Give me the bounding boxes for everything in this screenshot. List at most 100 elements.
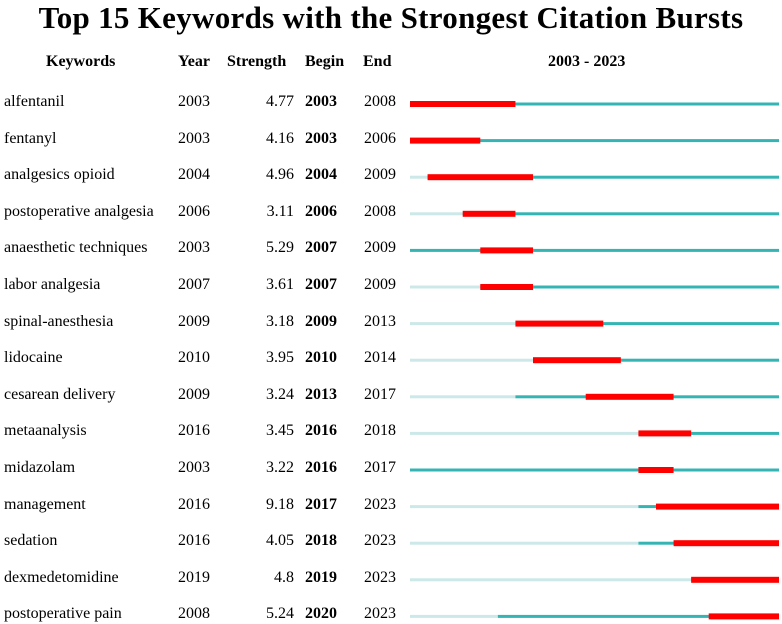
- table-row: fentanyl 2003 4.16 2003 2006: [0, 129, 410, 149]
- strength-cell: 4.96: [266, 166, 294, 184]
- burst-row: [410, 137, 779, 144]
- end-cell: 2023: [364, 532, 396, 550]
- strength-cell: 3.22: [266, 459, 294, 476]
- end-cell: 2009: [364, 276, 396, 293]
- inactive-segment: [410, 614, 498, 618]
- inactive-segment: [410, 212, 463, 216]
- inactive-segment: [410, 541, 639, 545]
- year-cell: 2003: [178, 129, 210, 147]
- burst-row: [410, 613, 779, 620]
- inactive-segment: [410, 285, 481, 289]
- burst-row: [410, 320, 779, 327]
- burst-row: [410, 467, 779, 473]
- burst-bar: [410, 137, 481, 144]
- begin-cell: 2007: [305, 276, 337, 293]
- year-cell: 2003: [178, 459, 210, 476]
- begin-cell: 2018: [305, 532, 337, 550]
- active-segment: [480, 285, 779, 289]
- active-segment: [410, 139, 779, 143]
- keyword-cell: metaanalysis: [4, 422, 87, 440]
- end-cell: 2009: [364, 239, 396, 257]
- begin-cell: 2019: [305, 568, 337, 586]
- begin-cell: 2010: [305, 349, 337, 367]
- active-segment: [638, 431, 779, 435]
- burst-row: [410, 576, 779, 583]
- table-row: analgesics opioid 2004 4.96 2004 2009: [0, 165, 410, 185]
- table-row: metaanalysis 2016 3.45 2016 2018: [0, 421, 410, 441]
- inactive-segment: [410, 431, 639, 435]
- table-row: midazolam 2003 3.22 2016 2017: [0, 458, 410, 478]
- year-cell: 2003: [178, 239, 210, 257]
- keyword-cell: spinal-anesthesia: [4, 312, 114, 330]
- burst-row: [410, 357, 779, 364]
- year-cell: 2003: [178, 93, 210, 110]
- burst-row: [410, 503, 779, 510]
- header-begin: Begin: [305, 53, 345, 70]
- chart-title: Top 15 Keywords with the Strongest Citat…: [38, 0, 744, 35]
- inactive-segment: [410, 175, 428, 179]
- active-segment: [410, 468, 779, 472]
- end-cell: 2023: [364, 495, 396, 513]
- inactive-segment: [410, 358, 533, 362]
- table-row: anaesthetic techniques 2003 5.29 2007 2009: [0, 238, 410, 258]
- table-row: cesarean delivery 2009 3.24 2013 2017: [0, 385, 410, 405]
- strength-cell: 4.16: [266, 129, 294, 147]
- strength-cell: 4.8: [274, 568, 294, 586]
- burst-row: [410, 393, 779, 400]
- keyword-cell: fentanyl: [4, 129, 57, 147]
- burst-row: [410, 210, 779, 217]
- table-row: spinal-anesthesia 2009 3.18 2009 2013: [0, 312, 410, 332]
- table-row: sedation 2016 4.05 2018 2023: [0, 531, 410, 551]
- burst-bar: [673, 540, 779, 547]
- begin-cell: 2003: [305, 129, 337, 147]
- inactive-segment: [410, 505, 639, 509]
- inactive-segment: [410, 322, 516, 326]
- strength-cell: 3.18: [266, 312, 294, 330]
- end-cell: 2017: [364, 459, 396, 476]
- year-cell: 2007: [178, 276, 210, 293]
- year-cell: 2006: [178, 202, 210, 220]
- active-segment: [462, 212, 779, 216]
- burst-bar: [691, 576, 779, 583]
- year-cell: 2016: [178, 422, 210, 440]
- strength-cell: 3.61: [266, 276, 294, 293]
- keyword-cell: management: [4, 495, 86, 513]
- end-cell: 2017: [364, 385, 396, 403]
- burst-row: [410, 430, 779, 437]
- strength-cell: 4.05: [266, 532, 294, 550]
- strength-cell: 5.29: [266, 239, 294, 257]
- burst-bar: [427, 174, 533, 181]
- table-row: management 2016 9.18 2017 2023: [0, 495, 410, 515]
- strength-cell: 5.24: [266, 605, 294, 623]
- begin-cell: 2017: [305, 495, 337, 513]
- active-segment: [497, 614, 779, 618]
- begin-cell: 2013: [305, 385, 337, 403]
- keyword-cell: cesarean delivery: [4, 385, 116, 403]
- table-row: postoperative pain 2008 5.24 2020 2023: [0, 604, 410, 624]
- begin-cell: 2016: [305, 459, 337, 476]
- keyword-cell: sedation: [4, 532, 58, 550]
- strength-cell: 3.24: [266, 385, 294, 403]
- end-cell: 2018: [364, 422, 396, 440]
- table-row: lidocaine 2010 3.95 2010 2014: [0, 348, 410, 368]
- keyword-cell: analgesics opioid: [4, 166, 115, 184]
- year-cell: 2009: [178, 385, 210, 403]
- year-cell: 2008: [178, 605, 210, 623]
- inactive-segment: [410, 578, 692, 582]
- begin-cell: 2003: [305, 93, 337, 110]
- table-row: labor analgesia 2007 3.61 2007 2009: [0, 275, 410, 295]
- end-cell: 2006: [364, 129, 396, 147]
- end-cell: 2008: [364, 93, 396, 110]
- year-cell: 2019: [178, 568, 210, 586]
- header-year: Year: [178, 53, 210, 70]
- active-segment: [427, 175, 779, 179]
- keyword-cell: anaesthetic techniques: [4, 239, 148, 257]
- keyword-cell: midazolam: [4, 459, 76, 476]
- begin-cell: 2009: [305, 312, 337, 330]
- year-cell: 2009: [178, 312, 210, 330]
- active-segment: [533, 358, 779, 362]
- strength-cell: 3.11: [266, 202, 294, 220]
- header-strength: Strength: [227, 53, 287, 70]
- strength-cell: 3.95: [266, 349, 294, 367]
- inactive-segment: [410, 395, 516, 399]
